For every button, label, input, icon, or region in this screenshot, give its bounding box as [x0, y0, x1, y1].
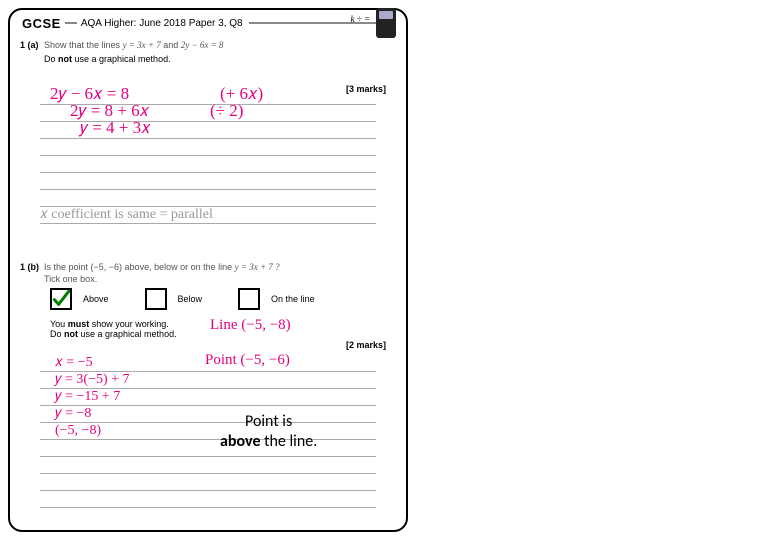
concl-rest: the line. — [261, 432, 318, 451]
tick-icon — [52, 286, 70, 312]
gcse-label: GCSE — [22, 16, 61, 31]
q1b-tick-instr: Tick one box. — [44, 274, 97, 284]
q1a-working-area: 2𝑦 − 6𝑥 = 8 (+ 6𝑥) 2𝑦 = 8 + 6𝑥 (÷ 2) 𝑦 =… — [40, 88, 376, 224]
q1b-conclusion: Point is above the line. — [220, 412, 317, 452]
line-label: Line (−5, −8) — [210, 317, 291, 334]
work-line — [40, 190, 376, 207]
concl-line2: above the line. — [220, 432, 317, 452]
q1b-eq: y = 3x + 7 ? — [235, 262, 280, 272]
work-line — [40, 457, 376, 474]
q1a-eq2: 2y − 6x = 8 — [181, 40, 224, 50]
checkbox-row: Above Below On the line — [50, 288, 315, 310]
work-line: 𝑦 = 4 + 3𝑥 — [40, 122, 376, 139]
q1a-pre: Show that the lines — [44, 40, 123, 50]
work-line — [40, 474, 376, 491]
q1a-instruction: Do not use a graphical method. — [44, 54, 171, 64]
q1b-tick: Tick one box. — [44, 274, 97, 284]
q1a-conclusion: 𝑥 coefficient is same = parallel — [40, 207, 213, 223]
q1b-working-text: You must show your working. Do not use a… — [50, 319, 177, 339]
q1b-label: 1 (b) — [20, 262, 39, 272]
q1b-text: Is the point (−5, −6) above, below or on… — [44, 262, 280, 272]
work-line: 𝑦 = 3(−5) + 7 — [40, 372, 376, 389]
q1a-eq1: y = 3x + 7 — [123, 40, 161, 50]
concl-above: above — [220, 432, 261, 451]
q1a-mid: and — [163, 40, 181, 50]
top-bar: GCSE AQA Higher: June 2018 Paper 3, Q8 k… — [22, 14, 394, 32]
q1a-op2: (÷ 2) — [210, 101, 243, 121]
q1b-working-area: 𝑥 = −5 𝑦 = 3(−5) + 7 𝑦 = −15 + 7 𝑦 = −8 … — [40, 355, 376, 508]
q1a-label: 1 (a) — [20, 40, 39, 50]
work-line: 𝑥 coefficient is same = parallel — [40, 207, 376, 224]
work-line: 𝑦 = −8 — [40, 406, 376, 423]
opt-online: On the line — [271, 294, 315, 304]
q1b-w3: 𝑦 = −15 + 7 — [55, 389, 120, 405]
work-line — [40, 173, 376, 190]
work-line: 𝑥 = −5 — [40, 355, 376, 372]
checkbox-above[interactable] — [50, 288, 72, 310]
q1b-w2: 𝑦 = 3(−5) + 7 — [55, 372, 130, 388]
q1a-w3: 𝑦 = 4 + 3𝑥 — [80, 118, 151, 138]
work-line: 𝑦 = −15 + 7 — [40, 389, 376, 406]
dash-icon — [65, 22, 77, 24]
calc-hint: k ÷ = — [350, 14, 370, 24]
q1b-w1: 𝑥 = −5 — [55, 355, 93, 371]
opt-below: Below — [178, 294, 203, 304]
paper-title: AQA Higher: June 2018 Paper 3, Q8 — [81, 18, 243, 29]
q1b-w5: (−5, −8) — [55, 423, 101, 439]
work-line — [40, 156, 376, 173]
opt-above: Above — [83, 294, 109, 304]
calculator-icon — [376, 8, 396, 38]
q1b-pre: Is the point (−5, −6) above, below or on… — [44, 262, 235, 272]
concl-line1: Point is — [220, 412, 317, 432]
checkbox-below[interactable] — [145, 288, 167, 310]
work-line — [40, 440, 376, 457]
work-line: (−5, −8) — [40, 423, 376, 440]
worksheet-frame: GCSE AQA Higher: June 2018 Paper 3, Q8 k… — [8, 8, 408, 532]
work-line — [40, 491, 376, 508]
work-line — [40, 139, 376, 156]
q1b-w4: 𝑦 = −8 — [55, 406, 91, 422]
q1a-text: Show that the lines y = 3x + 7 and 2y − … — [44, 40, 223, 50]
q1b-marks: [2 marks] — [346, 340, 386, 350]
checkbox-on-line[interactable] — [238, 288, 260, 310]
